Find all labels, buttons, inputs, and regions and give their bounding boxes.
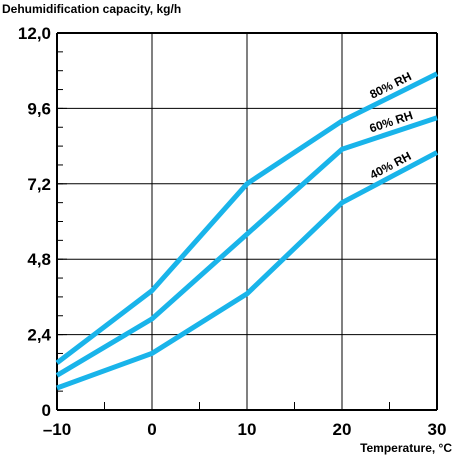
y-axis-label: Dehumidification capacity, kg/h: [2, 2, 182, 16]
axis-ticks: [57, 32, 390, 411]
series-line: [55, 115, 438, 378]
series-line: [55, 71, 439, 365]
series-line: [56, 150, 439, 391]
x-tick-label: 30: [428, 420, 447, 439]
y-tick-label: 0: [42, 401, 51, 420]
tick-labels: 02,44,87,29,612,0–10 0 10 20 30: [18, 24, 447, 439]
y-tick-label: 12,0: [18, 24, 51, 43]
x-tick-label: 0: [147, 420, 156, 439]
y-tick-label: 7,2: [27, 175, 51, 194]
y-tick-label: 9,6: [27, 99, 51, 118]
y-tick-label: 4,8: [27, 250, 51, 269]
x-tick-label: 10: [238, 420, 257, 439]
x-axis-label: Temperature, °C: [360, 441, 452, 455]
x-tick-label: 20: [333, 420, 352, 439]
x-tick-label: –10: [43, 420, 71, 439]
y-tick-label: 2,4: [27, 326, 51, 345]
series-lines: [55, 71, 439, 391]
